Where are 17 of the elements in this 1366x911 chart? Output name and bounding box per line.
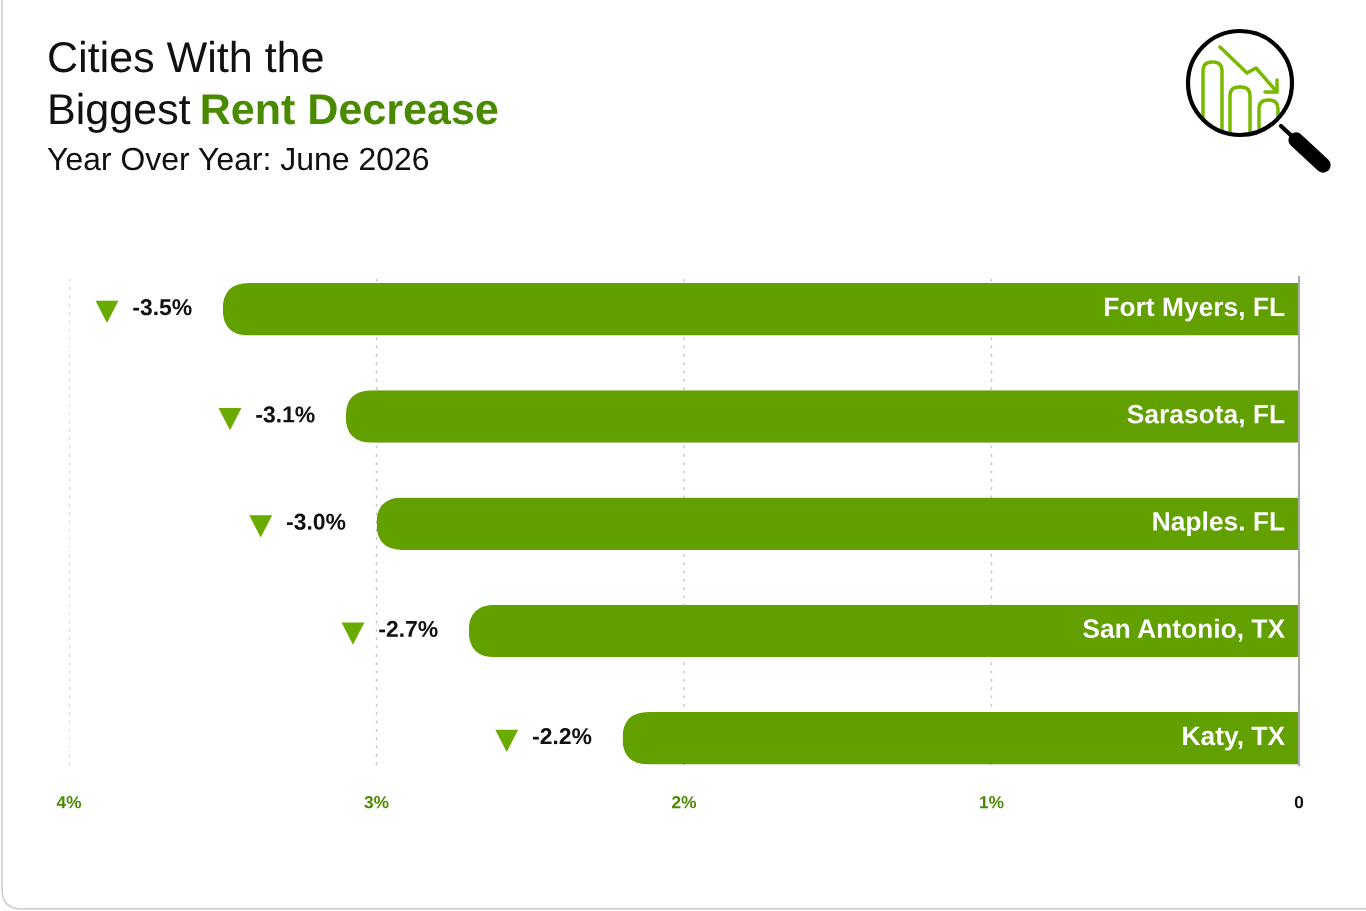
y-tick-label: Fort Myers, FL <box>1105 297 1285 322</box>
x-tick-label: 2% <box>672 796 697 809</box>
data-label: -3.5% <box>133 299 192 316</box>
data-label: -3.0% <box>286 513 346 530</box>
chart-subtitle: Year Over Year: June 2026 <box>47 147 429 171</box>
chart-title: Cities With the Biggest Rent Decrease <box>49 40 498 133</box>
x-tick-label: 3% <box>364 796 389 809</box>
y-tick-label: Katy, TX <box>1183 726 1285 751</box>
data-label: -2.2% <box>532 728 592 745</box>
y-tick-label: Sarasota, FL <box>1127 404 1285 428</box>
data-label: -2.7% <box>379 620 438 638</box>
data-label: -3.1% <box>256 406 315 423</box>
y-tick-label: Naples. FL <box>1153 511 1285 536</box>
y-tick-label: San Antonio, TX <box>1083 618 1285 642</box>
x-tick-label: 0 <box>1294 796 1304 809</box>
x-tick-label: 1% <box>980 796 1004 809</box>
x-tick-label: 4% <box>56 796 82 809</box>
